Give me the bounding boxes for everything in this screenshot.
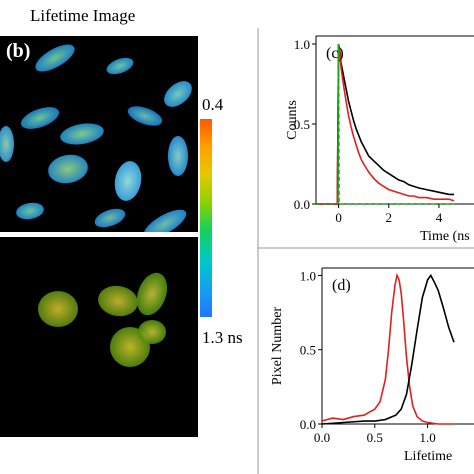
series-line-c-red — [316, 43, 455, 205]
panel-label-c: (c) — [326, 45, 344, 62]
series-line-c-green_dashed — [316, 43, 454, 205]
cell-shape — [0, 126, 14, 162]
y-tick-label-d: 0.5 — [300, 343, 316, 358]
x-axis-label-c: Time (ns — [420, 229, 470, 244]
cell-shape — [38, 291, 78, 327]
cell-shape — [60, 123, 104, 145]
colorbar-top-label: 0.4 — [202, 95, 224, 114]
x-tick-label-d: 1.0 — [419, 430, 435, 445]
cell-shape — [114, 161, 142, 201]
cell-shape — [127, 106, 163, 126]
y-axis-label-c: Counts — [285, 100, 300, 140]
y-tick-label-c: 0.0 — [294, 197, 310, 212]
cell-shape — [48, 154, 88, 184]
x-tick-label-d: 0.0 — [314, 430, 330, 445]
colorbar-bottom-label: 1.3 ns — [202, 328, 243, 347]
y-tick-label-d: 1.0 — [300, 268, 316, 283]
cells-bottom-image — [38, 272, 168, 367]
series-line-d-red — [321, 272, 454, 425]
figure-title: Lifetime Image — [30, 6, 136, 25]
panel-label-d: (d) — [332, 277, 351, 294]
cell-shape — [143, 209, 187, 232]
y-axis-label-d: Pixel Number — [270, 307, 285, 385]
cell-shape — [106, 57, 134, 75]
lifetime-image-bottom — [0, 237, 198, 437]
cell-shape — [138, 320, 166, 344]
y-tick-label-d: 0.0 — [300, 417, 316, 432]
cell-shape — [164, 81, 192, 107]
series-line-c-black — [316, 43, 454, 205]
x-tick-label-d: 0.5 — [367, 430, 383, 445]
y-tick-label-c: 0.5 — [294, 117, 310, 132]
panel-b-label: (b) — [6, 40, 31, 62]
cell-shape — [20, 107, 60, 129]
lifetime-image-top: (b) — [0, 36, 198, 232]
cell-shape — [35, 44, 75, 72]
x-axis-label-d: Lifetime — [404, 449, 452, 464]
cells-top-image — [0, 44, 192, 232]
series-line-d-black — [321, 273, 455, 425]
y-tick-label-c: 1.0 — [294, 37, 310, 52]
cell-shape — [94, 208, 126, 228]
cell-shape — [136, 272, 168, 316]
cell-shape — [98, 285, 138, 317]
cell-shape — [168, 136, 188, 176]
x-tick-label-c: 0 — [335, 210, 342, 225]
lifetime-colorbar — [200, 119, 212, 317]
x-tick-label-c: 4 — [436, 210, 443, 225]
x-tick-label-c: 2 — [386, 210, 393, 225]
cell-shape — [16, 202, 44, 220]
